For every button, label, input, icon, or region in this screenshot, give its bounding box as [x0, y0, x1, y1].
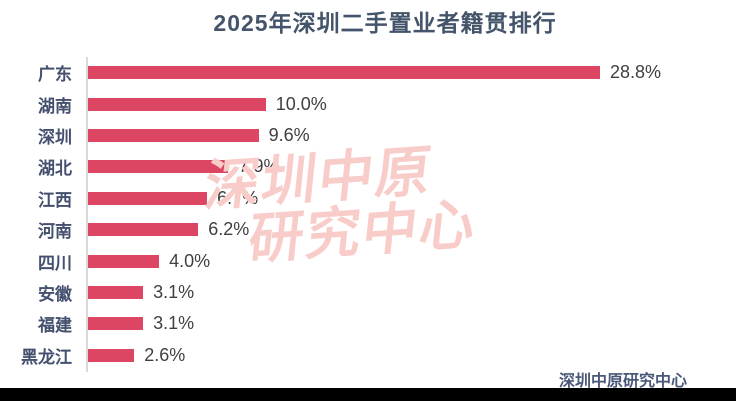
chart-title: 2025年深圳二手置业者籍贯排行 — [213, 10, 557, 36]
bar — [88, 191, 208, 205]
chart-row: 深圳 9.6% — [0, 120, 740, 151]
value-label: 9.6% — [268, 124, 310, 145]
bar — [88, 348, 135, 362]
category-label: 湖北 — [38, 159, 72, 179]
chart-row: 安徽 3.1% — [0, 277, 740, 308]
chart-row: 湖北 7.9% — [0, 151, 740, 182]
category-label: 湖南 — [38, 96, 72, 116]
value-label: 2.6% — [144, 344, 186, 365]
category-label: 四川 — [38, 253, 72, 273]
category-label: 安徽 — [38, 284, 72, 304]
chart-row: 湖南 10.0% — [0, 88, 740, 119]
bar — [88, 285, 144, 299]
value-label: 6.2% — [208, 219, 250, 240]
chart-row: 河南 6.2% — [0, 214, 740, 245]
chart-row: 四川 4.0% — [0, 245, 740, 276]
bar — [88, 66, 600, 80]
chart-rows: 广东 28.8% 湖南 10.0% 深圳 9.6% 湖北 7.9% 江西 6.7% 河南 6.2% 四川… — [0, 57, 740, 371]
value-label: 28.8% — [610, 62, 662, 83]
category-label: 江西 — [38, 190, 72, 210]
chart-row: 黑龙江 2.6% — [0, 340, 740, 371]
value-label: 3.1% — [153, 281, 195, 302]
category-label: 深圳 — [38, 127, 72, 147]
chart-row: 广东 28.8% — [0, 57, 740, 88]
value-label: 6.7% — [217, 187, 259, 208]
bar — [88, 97, 266, 111]
chart-row: 江西 6.7% — [0, 183, 740, 214]
bar — [88, 223, 199, 237]
value-label: 3.1% — [153, 313, 195, 334]
chart-row: 福建 3.1% — [0, 308, 740, 339]
category-label: 广东 — [38, 65, 72, 85]
bar — [88, 254, 160, 268]
bar — [88, 160, 229, 174]
value-label: 4.0% — [169, 250, 211, 271]
bar — [88, 128, 259, 142]
category-label: 河南 — [38, 222, 72, 242]
source-label: 深圳中原研究中心 — [558, 373, 687, 390]
bottom-strip — [0, 388, 736, 401]
bar — [88, 317, 144, 331]
category-label: 黑龙江 — [21, 347, 72, 367]
value-label: 10.0% — [275, 93, 327, 114]
value-label: 7.9% — [238, 156, 280, 177]
category-label: 福建 — [38, 316, 72, 336]
y-axis-line — [86, 57, 88, 372]
